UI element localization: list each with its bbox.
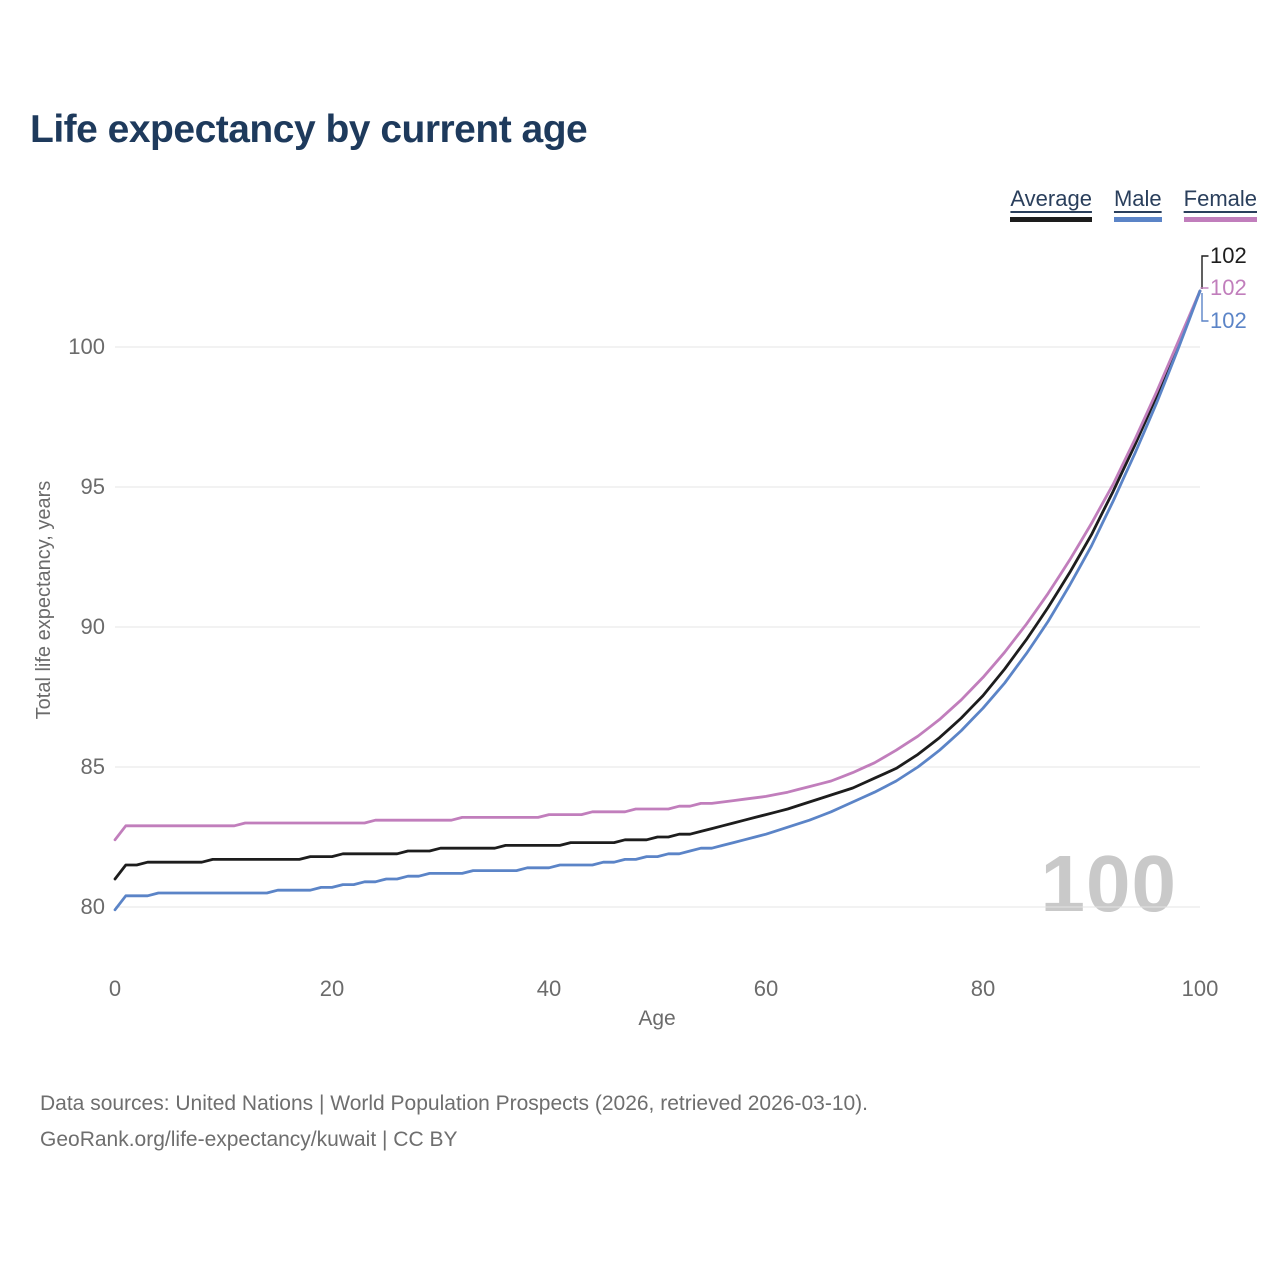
series-line-male[interactable] xyxy=(113,289,1202,912)
x-tick-label: 0 xyxy=(108,976,122,1001)
legend-label-average: Average xyxy=(1010,186,1092,211)
x-axis-title: Age xyxy=(638,1007,676,1030)
legend-label-female: Female xyxy=(1183,186,1257,211)
x-tick-label: 20 xyxy=(319,976,345,1001)
y-tick-label: 90 xyxy=(80,614,105,639)
y-tick-label: 80 xyxy=(80,894,105,919)
end-label-average: 102 xyxy=(1210,243,1247,268)
x-tick-label: 80 xyxy=(970,976,996,1001)
series-line-average[interactable] xyxy=(113,289,1202,881)
y-axis-title: Total life expectancy, years xyxy=(33,480,55,720)
legend-swatch-female xyxy=(1183,217,1257,222)
x-tick-label: 60 xyxy=(753,976,779,1001)
end-label-male: 102 xyxy=(1210,308,1247,333)
legend-item-male[interactable]: Male xyxy=(1113,186,1162,222)
end-label-female: 102 xyxy=(1210,275,1247,300)
legend-swatch-male xyxy=(1113,217,1162,222)
y-tick-label: 85 xyxy=(80,754,105,779)
x-tick-label: 40 xyxy=(536,976,562,1001)
legend-label-male: Male xyxy=(1113,186,1162,211)
y-tick-label: 95 xyxy=(80,474,105,499)
x-tick-label: 100 xyxy=(1181,976,1219,1001)
chart-title: Life expectancy by current age xyxy=(30,108,588,151)
series-line-female[interactable] xyxy=(113,289,1202,842)
legend-swatch-average xyxy=(1010,217,1092,222)
legend-item-average[interactable]: Average xyxy=(1010,186,1092,222)
end-label-bracket-male xyxy=(1201,293,1209,322)
age-watermark: 100 xyxy=(1040,839,1177,928)
end-label-bracket-average xyxy=(1201,255,1209,289)
chart-legend: Average Male Female xyxy=(1010,186,1257,222)
legend-item-female[interactable]: Female xyxy=(1183,186,1257,222)
y-tick-label: 100 xyxy=(68,334,105,359)
footer-attribution: GeoRank.org/life-expectancy/kuwait | CC … xyxy=(40,1128,458,1151)
footer-sources: Data sources: United Nations | World Pop… xyxy=(40,1092,869,1115)
